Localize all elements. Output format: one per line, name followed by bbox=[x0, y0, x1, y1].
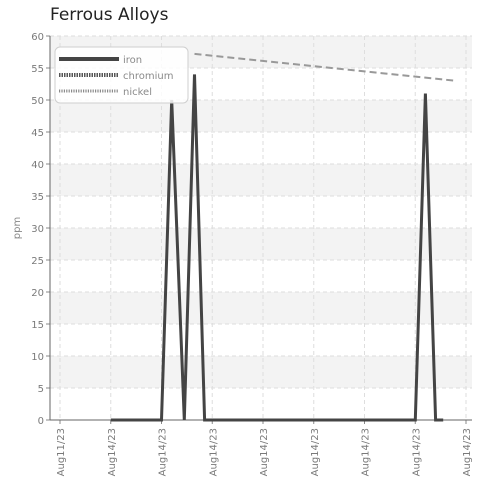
legend-label-iron: iron bbox=[123, 55, 142, 66]
grid-band bbox=[50, 292, 472, 324]
grid-band bbox=[50, 164, 472, 196]
x-tick-label: Aug14/23 bbox=[310, 428, 321, 476]
y-tick-label: 55 bbox=[31, 64, 44, 75]
grid-band bbox=[50, 228, 472, 260]
y-tick-label: 30 bbox=[31, 224, 44, 235]
series-line-iron bbox=[110, 74, 444, 422]
y-tick-label: 20 bbox=[31, 288, 44, 299]
y-tick-label: 35 bbox=[31, 192, 44, 203]
y-tick-label: 50 bbox=[31, 96, 44, 107]
y-tick-label: 45 bbox=[31, 128, 44, 139]
x-tick-label: Aug14/23 bbox=[411, 428, 422, 476]
x-tick-label: Aug14/23 bbox=[107, 428, 118, 476]
y-tick-label: 60 bbox=[31, 32, 44, 43]
x-tick-label: Aug14/23 bbox=[158, 428, 169, 476]
y-tick-label: 15 bbox=[31, 320, 44, 331]
y-axis-title: ppm bbox=[12, 217, 23, 239]
y-tick-label: 40 bbox=[31, 160, 44, 171]
legend-label-nickel: nickel bbox=[123, 87, 152, 98]
grid-band bbox=[50, 100, 472, 132]
y-tick-label: 10 bbox=[31, 352, 44, 363]
x-tick-label: Aug11/23 bbox=[56, 428, 67, 476]
grid-band bbox=[50, 356, 472, 388]
legend-label-chromium: chromium bbox=[123, 71, 173, 82]
x-tick-label: Aug14/23 bbox=[259, 428, 270, 476]
chart-title: Ferrous Alloys bbox=[50, 5, 169, 25]
x-tick-label: Aug14/23 bbox=[361, 428, 372, 476]
x-tick-label: Aug14/23 bbox=[208, 428, 219, 476]
x-tick-label: Aug14/23 bbox=[462, 428, 473, 476]
y-tick-label: 0 bbox=[38, 416, 44, 427]
legend: iron chromium nickel bbox=[54, 46, 189, 104]
y-tick-label: 5 bbox=[38, 384, 44, 395]
y-tick-label: 25 bbox=[31, 256, 44, 267]
